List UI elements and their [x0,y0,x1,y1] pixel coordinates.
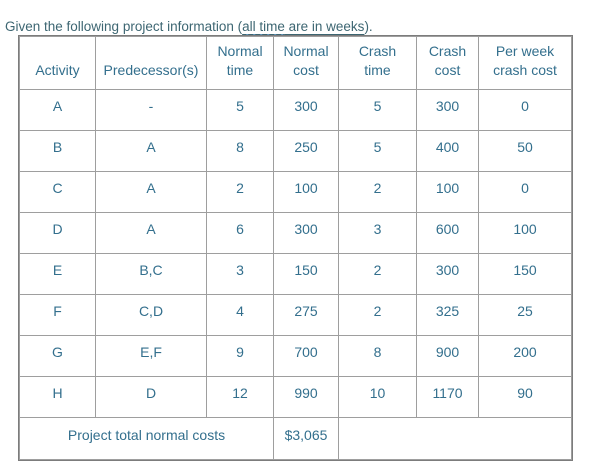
cell-normal-cost: 300 [273,89,339,131]
table-footer-row: Project total normal costs $3,065 [19,417,572,460]
project-table-container: Activity Predecessor(s) Normal time Norma… [18,35,573,461]
cell-normal-time: 2 [206,171,274,213]
col-header-crash-time: Crash time [338,36,417,90]
table-row-g: G E,F 9 700 8 900 200 [19,335,572,377]
cell-crash-cost: 600 [416,212,479,254]
cell-crash-cost: 400 [416,130,479,172]
cell-normal-time: 6 [206,212,274,254]
cell-crash-time: 10 [338,376,417,418]
cell-per-week-crash-cost: 150 [478,253,572,295]
cell-activity: F [19,294,96,336]
table-row-a: A - 5 300 5 300 0 [19,89,572,131]
intro-suffix: ). [364,18,373,34]
header-label: Predecessor(s) [103,62,199,78]
col-header-per-week-crash-cost: Per week crash cost [478,36,572,90]
cell-per-week-crash-cost: 50 [478,130,572,172]
cell-crash-cost: 1170 [416,376,479,418]
header-label: Normal [283,43,329,59]
cell-per-week-crash-cost: 200 [478,335,572,377]
cell-normal-time: 5 [206,89,274,131]
cell-per-week-crash-cost: 25 [478,294,572,336]
wavy-underlined-text: all time [242,18,285,34]
cell-activity: C [19,171,96,213]
cell-normal-time: 9 [206,335,274,377]
col-header-normal-cost: Normal cost [273,36,339,90]
cell-crash-time: 2 [338,171,417,213]
footer-label: Project total normal costs [19,417,274,460]
col-header-crash-cost: Crash cost [416,36,479,90]
footer-empty-cell [338,417,572,460]
cell-crash-cost: 300 [416,253,479,295]
cell-normal-cost: 275 [273,294,339,336]
underlined-phrase: all time are in weeks [242,19,364,34]
col-header-normal-time: Normal time [206,36,274,90]
intro-text: Given the following project information … [5,18,373,36]
cell-activity: A [19,89,96,131]
cell-per-week-crash-cost: 0 [478,171,572,213]
cell-activity: G [19,335,96,377]
cell-crash-cost: 900 [416,335,479,377]
table-row-h: H D 12 990 10 1170 90 [19,376,572,418]
cell-activity: H [19,376,96,418]
footer-total-value: $3,065 [273,417,339,460]
cell-normal-cost: 250 [273,130,339,172]
col-header-predecessors: Predecessor(s) [95,36,207,90]
cell-normal-cost: 990 [273,376,339,418]
cell-normal-time: 12 [206,376,274,418]
table-row-c: C A 2 100 2 100 0 [19,171,572,213]
project-table: Activity Predecessor(s) Normal time Norma… [19,36,572,460]
cell-predecessors: A [95,171,207,213]
cell-normal-cost: 100 [273,171,339,213]
header-label: Crash [358,43,397,59]
cell-crash-time: 3 [338,212,417,254]
header-label: Normal [217,43,263,59]
cell-normal-cost: 300 [273,212,339,254]
cell-predecessors: D [95,376,207,418]
table-row-e: E B,C 3 150 2 300 150 [19,253,572,295]
cell-predecessors: E,F [95,335,207,377]
cell-crash-cost: 325 [416,294,479,336]
cell-predecessors: B,C [95,253,207,295]
header-label: Per week [495,43,555,59]
cell-normal-cost: 150 [273,253,339,295]
cell-crash-time: 5 [338,130,417,172]
cell-per-week-crash-cost: 90 [478,376,572,418]
cell-crash-cost: 300 [416,89,479,131]
cell-per-week-crash-cost: 100 [478,212,572,254]
cell-normal-time: 8 [206,130,274,172]
cell-normal-cost: 700 [273,335,339,377]
cell-activity: B [19,130,96,172]
header-label: Crash [428,43,467,59]
header-label: Activity [35,62,80,78]
table-row-d: D A 6 300 3 600 100 [19,212,572,254]
cell-crash-time: 5 [338,89,417,131]
cell-normal-time: 4 [206,294,274,336]
intro-prefix: Given the following project information … [5,18,243,34]
cell-activity: D [19,212,96,254]
underline-rest: are in weeks [284,18,365,34]
cell-activity: E [19,253,96,295]
table-row-f: F C,D 4 275 2 325 25 [19,294,572,336]
header-row: Activity Predecessor(s) Normal time Norma… [19,36,572,90]
table-row-b: B A 8 250 5 400 50 [19,130,572,172]
cell-predecessors: A [95,212,207,254]
header-label: cost [293,62,319,78]
cell-crash-time: 8 [338,335,417,377]
header-label: time [226,62,254,78]
col-header-activity: Activity [19,36,96,90]
header-label: time [364,62,391,78]
cell-predecessors: - [95,89,207,131]
cell-normal-time: 3 [206,253,274,295]
cell-predecessors: A [95,130,207,172]
cell-crash-time: 2 [338,253,417,295]
header-label: crash cost [493,62,557,78]
cell-predecessors: C,D [95,294,207,336]
header-label: cost [434,62,461,78]
cell-crash-time: 2 [338,294,417,336]
cell-per-week-crash-cost: 0 [478,89,572,131]
cell-crash-cost: 100 [416,171,479,213]
